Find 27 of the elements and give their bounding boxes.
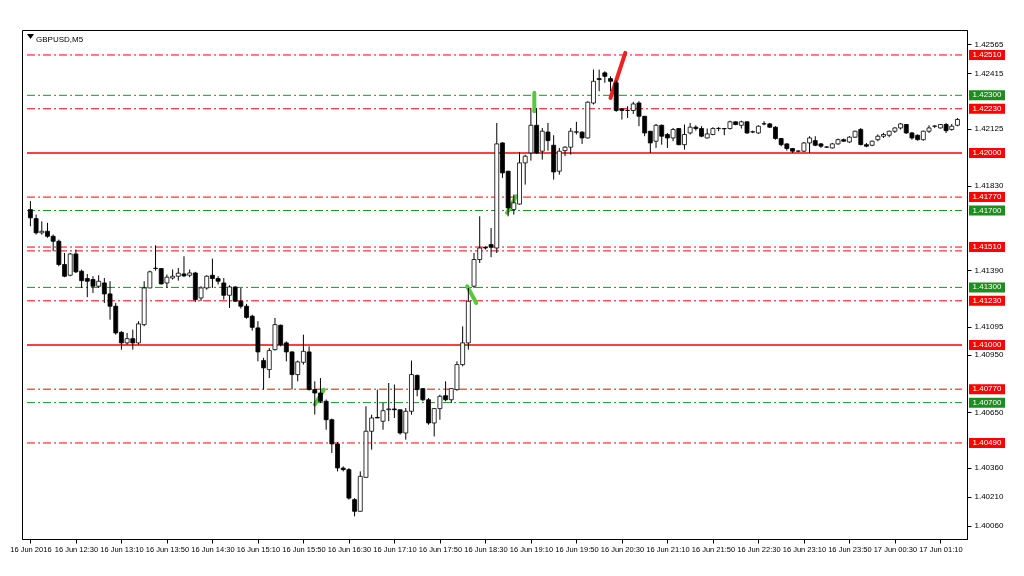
ref-line-label: 1.40490 <box>972 437 1003 447</box>
y-tick-label: 1.40650 <box>974 407 1004 417</box>
ref-line-label: 1.41300 <box>972 282 1003 292</box>
y-tick-label: 1.42415 <box>974 68 1004 78</box>
ref-line-label: 1.40770 <box>972 384 1003 394</box>
y-tick-label: 1.42125 <box>974 124 1004 134</box>
y-tick-label: 1.40060 <box>974 521 1004 531</box>
ref-line-label: 1.42300 <box>972 90 1003 100</box>
y-tick-label: 1.41095 <box>974 322 1004 332</box>
ref-line-label: 1.42510 <box>972 49 1003 59</box>
candlestick <box>596 69 602 92</box>
y-tick-label: 1.41830 <box>974 181 1004 191</box>
ref-line-label: 1.41000 <box>972 340 1003 349</box>
y-tick-label: 1.41390 <box>974 265 1004 275</box>
ref-line-label: 1.41700 <box>972 205 1003 215</box>
ref-line-label: 1.41230 <box>972 295 1003 305</box>
ref-line-label: 1.41770 <box>972 192 1003 202</box>
y-tick-label: 1.40950 <box>974 350 1004 360</box>
ref-line-label: 1.41510 <box>972 242 1003 252</box>
text: GBPUSD,M5 <box>36 35 84 44</box>
y-tick-label: 1.40210 <box>974 492 1004 502</box>
ref-line-label: 1.42000 <box>972 147 1003 157</box>
y-tick-label: 1.40360 <box>974 463 1004 473</box>
ref-line-label: 1.42230 <box>972 103 1003 113</box>
y-tick-label: 1.42565 <box>974 39 1004 49</box>
ref-line-label: 1.40700 <box>972 397 1003 407</box>
candlestick <box>28 200 33 227</box>
